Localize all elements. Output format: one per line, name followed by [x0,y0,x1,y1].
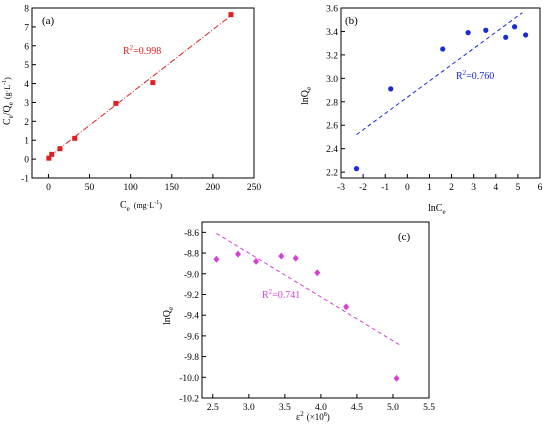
panel-b-xtick-label: 4 [493,183,498,193]
panel-a-xtick-label: 250 [247,183,262,193]
panel-b-ytick-label: 2.2 [326,169,338,179]
panel-b-ytick-label: 3.2 [326,51,338,61]
panel-b: -3 -2 -1 0 1 2 3 4 5 6 2.2 2.4 2.6 2.8 3.0 3.2 3.4 3.6 (b… [300,5,543,217]
panel-a-frame [31,7,255,179]
panel-c-ytick-label: -10.2 [179,395,199,405]
panel-b-xtick-label: 5 [516,183,521,193]
panel-b-point [353,166,360,172]
panel-c-ytick-label: -9.2 [184,291,199,301]
panel-b-ytick-label: 3.0 [326,75,338,85]
panel-a-ytick-label: 4 [24,80,29,90]
panel-a-marks: 0 50 100 150 200 250 -1 0 1 2 3 4 5 6 7 8 [21,5,261,194]
panel-a-ytick-label: 3 [24,99,29,109]
panel-b-xtick-label: 6 [538,183,543,193]
panel-c-ytick-label: -9.0 [184,270,199,280]
panel-b-point [388,86,394,92]
panel-c-xtick-label: 3.0 [243,403,255,413]
panel-b-xtick-label: 3 [471,183,476,193]
panel-c-point [235,250,242,258]
panel-a-point [49,151,55,157]
panel-b-annotation: R2=0.760 [456,69,494,82]
panel-c-point [213,255,220,263]
panel-b-xtick-label: -1 [381,183,389,193]
panel-a-ytick-label: 8 [24,5,29,15]
panel-c-xtick-label: 4.5 [351,403,363,413]
panel-c-fit-line [216,232,401,346]
panel-b-xtick-label: 2 [449,183,454,193]
panel-b-point [465,30,471,36]
panel-a-point [72,135,78,141]
panel-b-ytick-label: 2.4 [326,145,338,155]
panel-c-point [393,374,400,382]
panel-c-ytick-label: -10.0 [179,374,199,384]
panel-b-fit-line [356,12,523,136]
panel-a-ytick-label: -1 [21,175,29,185]
panel-a-ytick-label: 2 [24,118,29,128]
panel-a-label: (a) [42,15,55,27]
panel-c-marks: 2.5 3.0 3.5 4.0 4.5 5.0 5.5 -8.6 -8.8 -9.0 -9.2 -9.… [179,229,435,413]
panel-c-xtick-label: 5.0 [387,403,399,413]
panel-c-point [278,252,285,260]
panel-c-ytick-label: -9.4 [184,312,199,322]
panel-b-ytick-label: 3.4 [326,28,338,38]
panel-b-xtick-label: -2 [359,183,367,193]
panel-a-annotation: R2=0.998 [123,44,161,57]
panel-b-point [483,27,489,33]
panel-b-xtick-label: 1 [427,183,432,193]
panel-c-xtick-label: 3.5 [279,403,291,413]
panel-a-point [150,80,156,86]
panel-b-xtick-label: 0 [405,183,410,193]
panel-c-xlabel: ε2 (×108) [296,410,330,423]
panel-c: 2.5 3.0 3.5 4.0 4.5 5.0 5.5 -8.6 -8.8 -9.0 -9.2 -9.… [162,221,435,423]
panel-c-ytick-label: -9.8 [184,353,199,363]
panel-c-ytick-label: -8.6 [184,229,199,239]
panel-a-ytick-label: 5 [24,61,29,71]
panel-b-point [503,34,509,40]
panel-b-point [511,24,518,30]
panel-b-xlabel: lnCe [428,203,446,216]
panel-c-xtick-label: 5.5 [423,403,435,413]
panel-a-point [113,100,119,106]
panel-a-ytick-label: 0 [24,156,29,166]
panel-b-point [523,32,529,38]
panel-a-ytick-label: 6 [24,42,29,52]
panel-a-ytick-label: 7 [24,23,29,33]
panel-b-marks: -3 -2 -1 0 1 2 3 4 5 6 2.2 2.4 2.6 2.8 3.0 3.2 3.4 3.6 [326,5,543,194]
panel-c-point [314,269,321,277]
panel-b-label: (b) [345,15,358,27]
panel-c-point [292,254,299,262]
panel-c-annotation: R2=0.741 [262,288,300,301]
panel-a-ylabel: Ce/Qe(g·L-1) [2,77,15,125]
panel-c-xtick-label: 2.5 [207,403,219,413]
panel-a-point [228,12,234,18]
panel-b-ytick-label: 2.6 [326,122,338,132]
panel-c-ytick-label: -8.8 [184,250,199,260]
panel-c-point [253,257,260,265]
panel-a-xtick-label: 50 [85,183,95,193]
panel-c-xtick-label: 4.0 [315,403,327,413]
panel-b-ytick-label: 3.6 [326,5,338,15]
panel-c-ytick-label: -9.6 [184,332,199,342]
panel-a-xlabel: Ce (mg·L-1) [120,200,162,213]
panel-c-ylabel: lnQe [162,307,175,325]
panel-b-xtick-label: -3 [337,183,345,193]
panel-c-point [343,303,350,311]
panel-b-point [440,46,446,52]
panel-a-xtick-label: 200 [206,183,221,193]
panel-a-point [46,155,52,161]
panel-c-frame [201,221,430,399]
panel-a-ytick-label: 1 [24,137,29,147]
panel-a-xtick-label: 150 [165,183,180,193]
panel-a-point [57,146,63,152]
panel-a-fit-line [48,13,234,158]
panel-b-ylabel: lnQe [300,87,313,105]
panel-b-ytick-label: 2.8 [326,98,338,108]
panel-a-xtick-label: 100 [124,183,139,193]
panel-c-label: (c) [398,231,411,243]
panel-b-frame [340,7,541,179]
panel-a-xtick-label: 0 [46,183,51,193]
